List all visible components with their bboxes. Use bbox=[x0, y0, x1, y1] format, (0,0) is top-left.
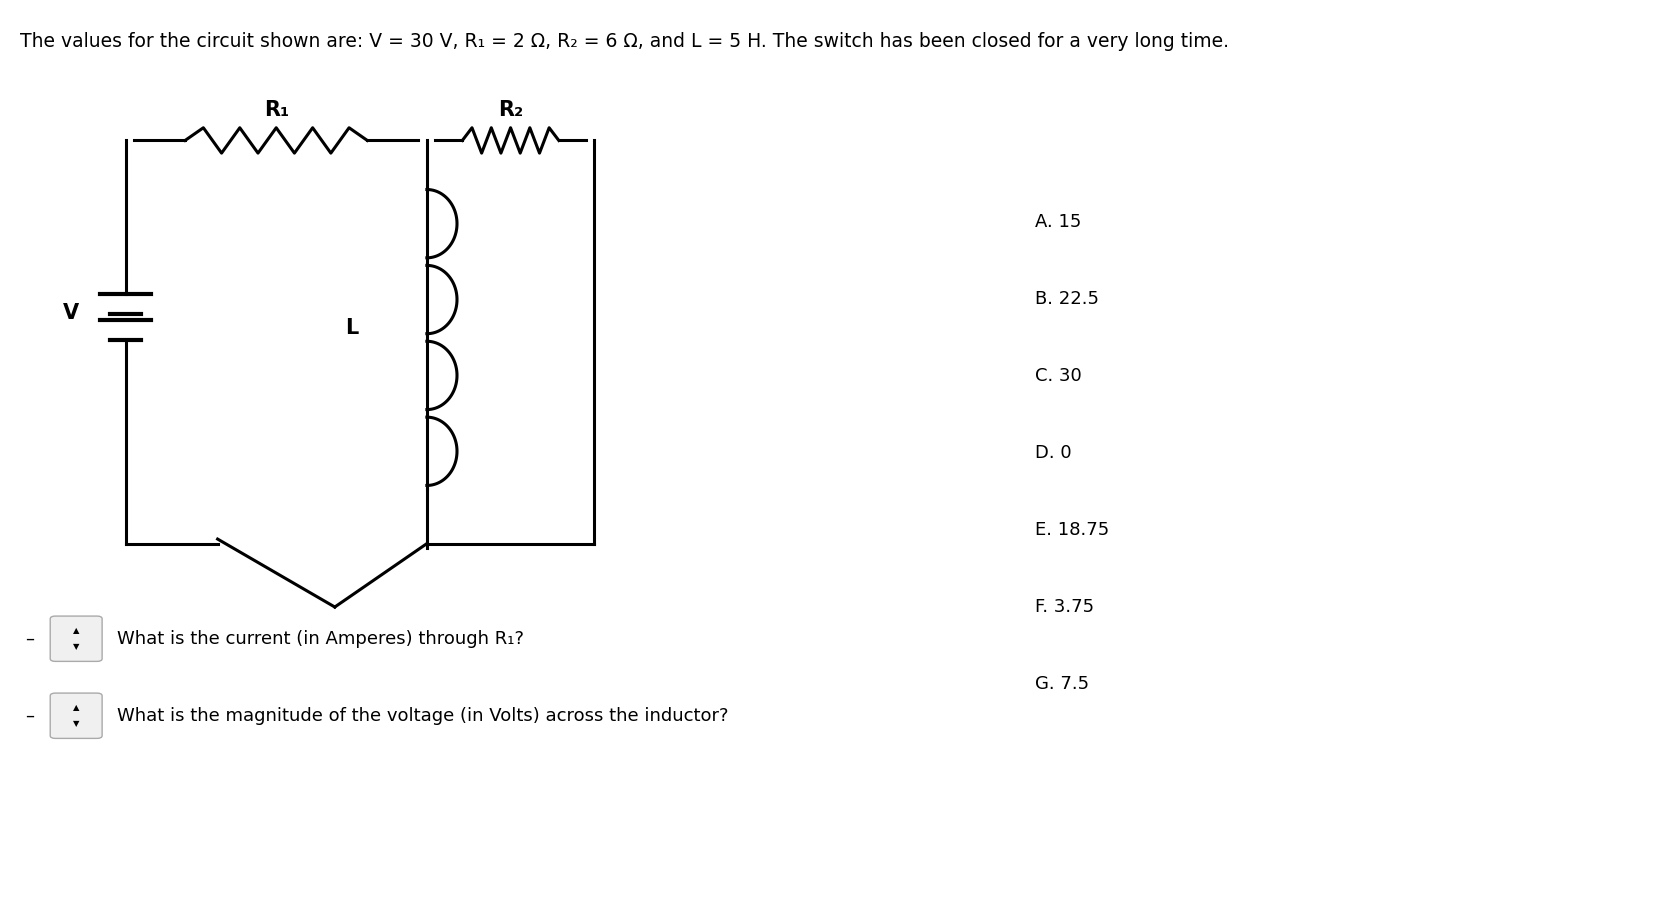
Text: C. 30: C. 30 bbox=[1034, 367, 1081, 385]
Text: V: V bbox=[62, 303, 79, 323]
Text: –: – bbox=[25, 630, 33, 648]
Text: F. 3.75: F. 3.75 bbox=[1034, 598, 1092, 616]
Text: The values for the circuit shown are: V = 30 V, R₁ = 2 Ω, R₂ = 6 Ω, and L = 5 H.: The values for the circuit shown are: V … bbox=[20, 32, 1228, 51]
Text: D. 0: D. 0 bbox=[1034, 444, 1071, 462]
FancyBboxPatch shape bbox=[50, 616, 102, 661]
FancyBboxPatch shape bbox=[50, 693, 102, 738]
Text: E. 18.75: E. 18.75 bbox=[1034, 521, 1108, 539]
Text: B. 22.5: B. 22.5 bbox=[1034, 290, 1097, 308]
Text: What is the current (in Amperes) through R₁?: What is the current (in Amperes) through… bbox=[117, 630, 524, 648]
Text: G. 7.5: G. 7.5 bbox=[1034, 675, 1087, 693]
Text: R₁: R₁ bbox=[263, 101, 289, 120]
Text: L: L bbox=[345, 318, 358, 339]
Text: ▲: ▲ bbox=[74, 703, 79, 712]
Text: ▲: ▲ bbox=[74, 626, 79, 635]
Text: –: – bbox=[25, 707, 33, 725]
Text: What is the magnitude of the voltage (in Volts) across the inductor?: What is the magnitude of the voltage (in… bbox=[117, 707, 728, 725]
Text: A. 15: A. 15 bbox=[1034, 213, 1081, 231]
Text: R₂: R₂ bbox=[497, 101, 524, 120]
Text: ▼: ▼ bbox=[74, 642, 79, 651]
Text: ▼: ▼ bbox=[74, 719, 79, 728]
